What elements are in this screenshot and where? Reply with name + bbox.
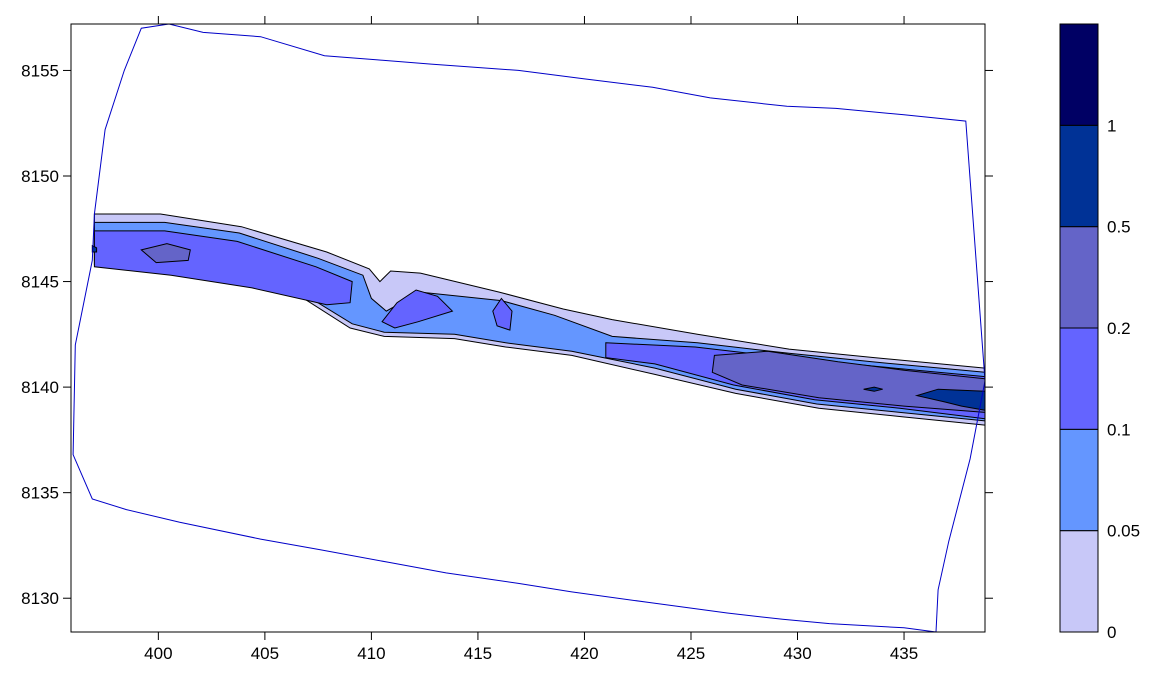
contour-band-0-2-7 — [711, 350, 985, 413]
x-tick-label-400: 400 — [144, 644, 172, 663]
x-tick-label-410: 410 — [357, 644, 385, 663]
x-tick-label-415: 415 — [464, 644, 492, 663]
y-tick-label-8140: 8140 — [21, 378, 59, 397]
y-tick-label-8150: 8150 — [21, 167, 59, 186]
colorbar-swatch-3 — [1059, 226, 1099, 329]
domain-boundary — [72, 24, 985, 632]
x-tick-label-405: 405 — [251, 644, 279, 663]
colorbar-swatch-4 — [1059, 124, 1099, 228]
colorbar-label-0-5: 0.5 — [1107, 218, 1131, 237]
y-tick-label-8130: 8130 — [21, 589, 59, 608]
colorbar-label-0: 0 — [1107, 623, 1116, 642]
contour-band-0-2-6 — [140, 243, 191, 264]
colorbar-label-0-05: 0.05 — [1107, 522, 1140, 541]
x-tick-label-435: 435 — [890, 644, 918, 663]
plot-frame — [70, 23, 986, 633]
y-axis: 8130 8135 8140 8145 8150 8155 — [21, 61, 993, 608]
x-axis: 400 405 410 415 420 425 430 435 — [144, 16, 918, 663]
colorbar-swatch-5 — [1059, 23, 1099, 126]
colorbar-swatch-2 — [1059, 327, 1099, 430]
contour-band-0-5-8 — [863, 386, 883, 392]
y-tick-label-8145: 8145 — [21, 273, 59, 292]
plot-area — [72, 24, 985, 632]
contour-band-0-1-2 — [93, 230, 353, 306]
x-tick-label-425: 425 — [677, 644, 705, 663]
x-tick-label-430: 430 — [783, 644, 811, 663]
y-tick-label-8155: 8155 — [21, 61, 59, 80]
colorbar-label-0-1: 0.1 — [1107, 420, 1131, 439]
colorbar-swatch-0 — [1059, 530, 1099, 633]
contour-band-0-1-3 — [381, 289, 454, 329]
x-tick-label-420: 420 — [570, 644, 598, 663]
colorbar: 0 0.05 0.1 0.2 0.5 1 — [1059, 23, 1140, 642]
colorbar-swatch-1 — [1059, 428, 1099, 532]
colorbar-label-1: 1 — [1107, 116, 1116, 135]
y-tick-label-8135: 8135 — [21, 484, 59, 503]
colorbar-label-0-2: 0.2 — [1107, 319, 1131, 338]
contour-band-0-5-9 — [914, 388, 985, 411]
contour-layer — [91, 213, 985, 426]
contour-band-0-1-5 — [492, 297, 513, 331]
